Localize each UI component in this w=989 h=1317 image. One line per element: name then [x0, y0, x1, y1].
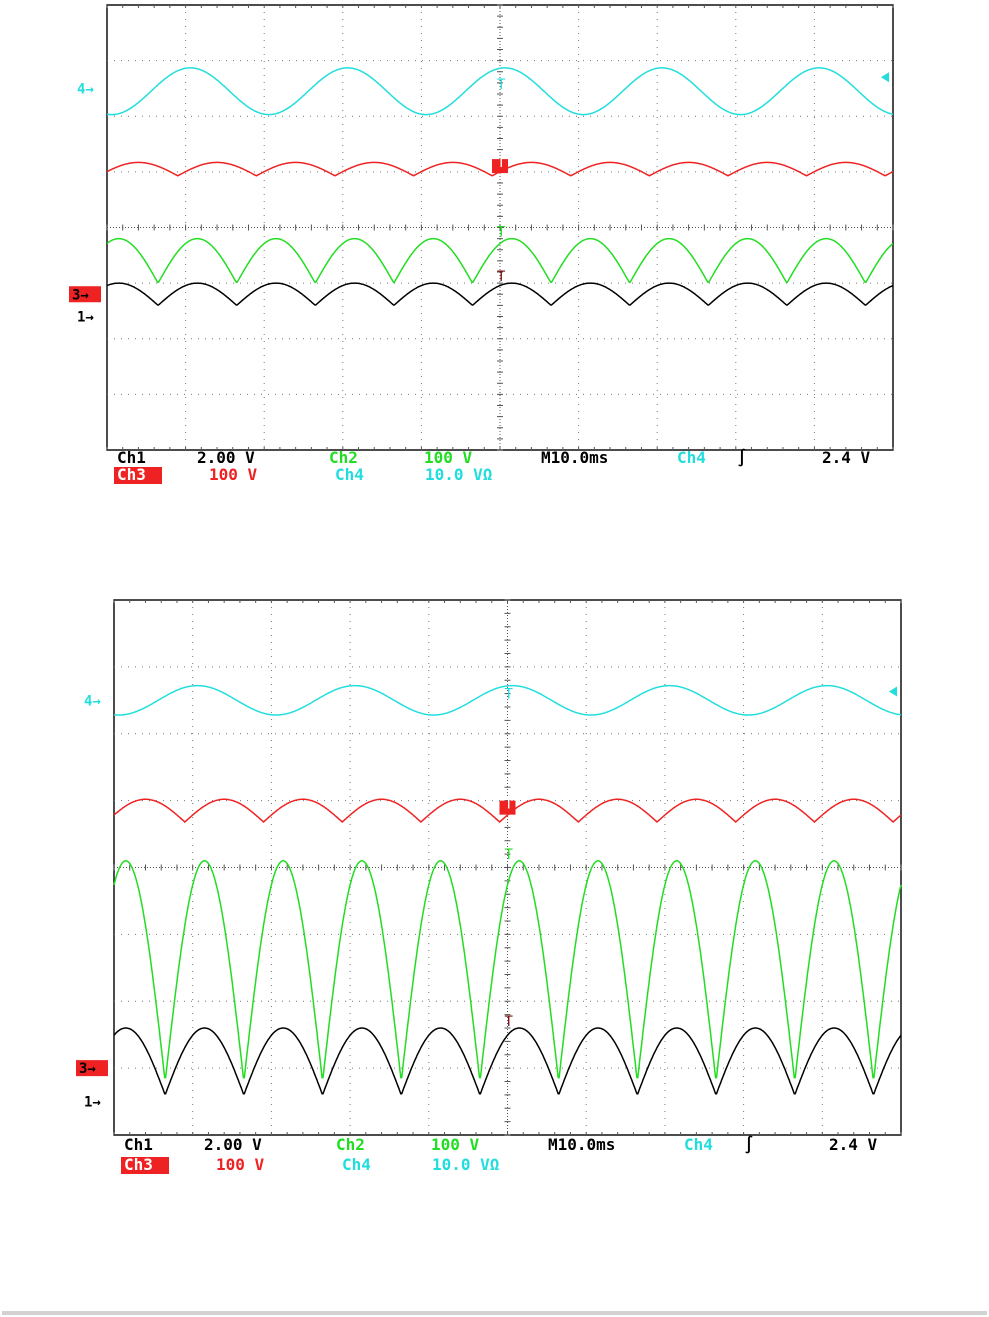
oscilloscope-capture-1: T T T T 4→ 3→ 1→ Ch1 2.00 V Ch2 100 V M10.0ms Ch4 ∫ 2.…: [0, 0, 989, 490]
info-line1-text: 100 V: [424, 448, 473, 467]
channel-marker-label-3: 3→: [79, 1061, 96, 1077]
waveform-ch4: [113, 684, 902, 716]
info-line2-text: Ch4: [335, 465, 364, 484]
center-cursor-ch4: T: [505, 686, 514, 702]
center-cursor-ch2: T: [497, 225, 506, 241]
info-line1-text: 2.00 V: [197, 448, 255, 467]
waveform-ch1: [113, 1027, 902, 1095]
waveform-ch2: [113, 860, 902, 1079]
info-line2-text: Ch3: [124, 1155, 153, 1174]
info-line2-text: Ch4: [342, 1155, 371, 1174]
channel-marker-label-1: 1→: [84, 1095, 101, 1111]
center-cursor-ch3: T: [497, 155, 506, 171]
scope-svg-1: T T T T 4→ 3→ 1→ Ch1 2.00 V Ch2 100 V M10.0ms Ch4 ∫ 2.…: [69, 4, 894, 484]
center-cursor-ch2: T: [505, 847, 514, 863]
info-line1-text: ∫: [744, 1135, 754, 1154]
waveform-ch4: [106, 67, 894, 116]
scope-svg-2: T T T T 4→ 3→ 1→ Ch1 2.00 V Ch2 100 V M10.0ms Ch4 ∫ 2.…: [76, 599, 902, 1174]
center-cursor-ch4: T: [497, 77, 506, 93]
info-line1-text: 2.4 V: [822, 448, 871, 467]
channel-marker-label-3: 3→: [72, 287, 89, 303]
info-line2-text: 10.0 VΩ: [432, 1155, 499, 1174]
info-line1-text: 100 V: [431, 1135, 480, 1154]
info-line1-text: Ch1: [124, 1135, 153, 1154]
page-bottom-rule: [2, 1311, 987, 1315]
info-line2-text: 10.0 VΩ: [425, 465, 492, 484]
trigger-level-marker: [889, 686, 897, 697]
info-line1-text: Ch2: [336, 1135, 365, 1154]
center-cursor-ch1: T: [497, 269, 506, 285]
channel-marker-label-4: 4→: [77, 81, 94, 97]
channel-marker-box-3: [76, 1060, 108, 1077]
info-line2-box: [121, 1157, 169, 1174]
oscilloscope-capture-2: T T T T 4→ 3→ 1→ Ch1 2.00 V Ch2 100 V M10.0ms Ch4 ∫ 2.…: [0, 590, 989, 1190]
center-cursor-box-ch3: [499, 800, 516, 815]
waveform-ch2: [106, 237, 894, 284]
channel-marker-label-1: 1→: [77, 310, 94, 326]
info-line1-text: 2.4 V: [829, 1135, 878, 1154]
info-line1-text: M10.0ms: [541, 448, 608, 467]
center-cursor-ch1: T: [505, 1014, 514, 1030]
info-line2-text: Ch3: [117, 465, 146, 484]
center-cursor-ch3: T: [505, 797, 514, 813]
channel-marker-box-3: [69, 286, 101, 303]
info-line1-text: M10.0ms: [548, 1135, 615, 1154]
info-line2-text: 100 V: [216, 1155, 265, 1174]
info-line1-text: Ch4: [677, 448, 706, 467]
info-line1-text: ∫: [737, 448, 747, 467]
info-line1-text: Ch4: [684, 1135, 713, 1154]
info-line1-text: Ch1: [117, 448, 146, 467]
waveform-ch3: [113, 798, 902, 824]
info-line1-text: Ch2: [329, 448, 358, 467]
info-line2-text: 100 V: [209, 465, 258, 484]
info-line1-text: 2.00 V: [204, 1135, 262, 1154]
info-line2-box: [114, 467, 162, 484]
trigger-level-marker: [881, 72, 889, 83]
center-cursor-box-ch3: [492, 159, 508, 174]
channel-marker-label-4: 4→: [84, 693, 101, 709]
waveform-ch1: [106, 282, 894, 306]
